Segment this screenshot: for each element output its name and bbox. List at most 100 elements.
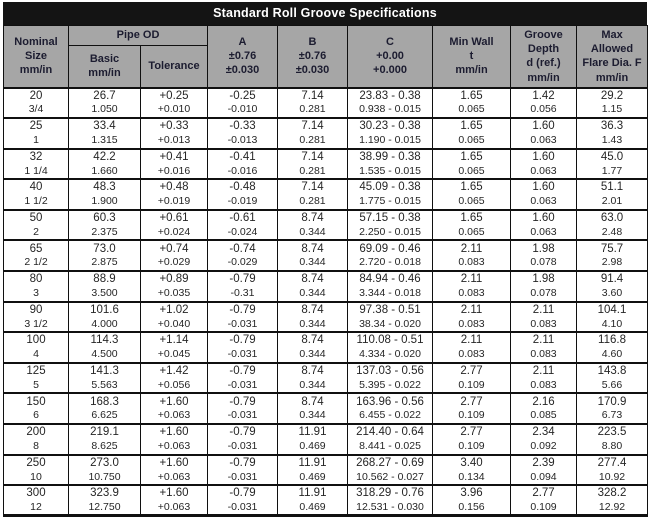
table-row: 1 1/2 1.900 +0.019 -0.019 0.281 1.775 - 0.015… bbox=[3, 194, 649, 210]
table-cell: 4.10 bbox=[576, 316, 649, 333]
table-cell: 0.281 bbox=[277, 194, 349, 210]
table-cell: -0.79 bbox=[207, 331, 279, 348]
table-cell: 2.16 bbox=[510, 392, 578, 409]
table-cell: 277.4 bbox=[576, 453, 649, 470]
table-cell: 1.42 bbox=[510, 86, 578, 103]
table-cell: +0.016 bbox=[139, 163, 209, 180]
table-cell: +0.019 bbox=[139, 194, 209, 210]
table-cell: 4.000 bbox=[68, 316, 141, 333]
table-cell: 125 bbox=[3, 361, 69, 379]
table-row: 80 88.9 +0.89 -0.79 8.74 84.94 - 0.46 2.11 1.98… bbox=[3, 270, 649, 287]
table-cell: 2.375 bbox=[68, 225, 141, 241]
table-cell: 0.063 bbox=[510, 133, 578, 149]
table-cell: 0.109 bbox=[432, 408, 512, 425]
table-row: 20 26.7 +0.25 -0.25 7.14 23.83 - 0.38 1.65 1.42… bbox=[3, 86, 649, 103]
table-cell: 42.2 bbox=[68, 147, 141, 164]
table-cell: 0.469 bbox=[277, 500, 349, 516]
table-cell: 11.91 bbox=[277, 484, 349, 501]
table-cell: 2.48 bbox=[576, 225, 649, 241]
table-cell: 2.875 bbox=[68, 255, 141, 272]
spec-table: Nominal Size mm/in Pipe OD A ±0.76 ±0.03… bbox=[3, 25, 649, 518]
table-cell: 2.77 bbox=[510, 484, 578, 501]
table-cell: 318.29 - 0.76 bbox=[347, 484, 434, 501]
table-cell: 8.74 bbox=[277, 208, 349, 226]
table-cell: 4.60 bbox=[576, 347, 649, 363]
table-cell: 8.74 bbox=[277, 392, 349, 409]
table-cell: 0.281 bbox=[277, 133, 349, 149]
table-cell: 1.60 bbox=[510, 117, 578, 134]
table-cell: -0.031 bbox=[207, 347, 279, 363]
table-cell: 2.11 bbox=[432, 270, 512, 287]
table-cell: 40 bbox=[3, 178, 69, 195]
table-cell: 2.39 bbox=[510, 453, 578, 470]
table-cell: 101.6 bbox=[68, 300, 141, 317]
table-cell: 65 bbox=[3, 239, 69, 256]
table-cell: 268.27 - 0.69 bbox=[347, 453, 434, 470]
table-cell: 1.900 bbox=[68, 194, 141, 210]
table-cell: 0.344 bbox=[277, 255, 349, 272]
table-cell: 0.083 bbox=[510, 347, 578, 363]
table-cell: 214.40 - 0.64 bbox=[347, 423, 434, 440]
table-row: 8 8.625 +0.063 -0.031 0.469 8.441 - 0.025 0.10… bbox=[3, 439, 649, 455]
table-cell: 1 1/4 bbox=[3, 163, 69, 180]
table-cell: 2.98 bbox=[576, 255, 649, 272]
table-cell: 1.660 bbox=[68, 163, 141, 180]
table-cell: 0.344 bbox=[277, 408, 349, 425]
table-cell: -0.79 bbox=[207, 392, 279, 409]
table-cell: -0.019 bbox=[207, 194, 279, 210]
table-cell: +0.056 bbox=[139, 378, 209, 394]
table-row: 12 12.750 +0.063 -0.031 0.469 12.531 - 0.030 0… bbox=[3, 500, 649, 516]
table-cell: -0.031 bbox=[207, 408, 279, 425]
table-cell: 60.3 bbox=[68, 208, 141, 226]
table-cell: 0.938 - 0.015 bbox=[347, 102, 434, 119]
table-cell: 51.1 bbox=[576, 178, 649, 195]
table-row: 2 1/2 2.875 +0.029 -0.029 0.344 2.720 - 0.018… bbox=[3, 255, 649, 272]
table-cell: 33.4 bbox=[68, 117, 141, 134]
table-cell: -0.031 bbox=[207, 500, 279, 516]
table-cell: 2.11 bbox=[432, 331, 512, 348]
table-cell: 0.469 bbox=[277, 469, 349, 486]
table-cell: 25 bbox=[3, 117, 69, 134]
table-cell: +1.60 bbox=[139, 392, 209, 409]
table-cell: 1.050 bbox=[68, 102, 141, 119]
table-cell: 1.43 bbox=[576, 133, 649, 149]
table-cell: +0.010 bbox=[139, 102, 209, 119]
table-cell: 12.531 - 0.030 bbox=[347, 500, 434, 516]
table-cell: 2.11 bbox=[432, 239, 512, 256]
table-cell: 141.3 bbox=[68, 361, 141, 379]
table-cell: 0.344 bbox=[277, 378, 349, 394]
table-cell: -0.79 bbox=[207, 270, 279, 287]
table-cell: +0.48 bbox=[139, 178, 209, 195]
table-cell: 168.3 bbox=[68, 392, 141, 409]
table-cell: 7.14 bbox=[277, 147, 349, 164]
table-cell: 0.156 bbox=[432, 500, 512, 516]
table-cell: 38.34 - 0.020 bbox=[347, 316, 434, 333]
table-cell: 57.15 - 0.38 bbox=[347, 208, 434, 226]
table-cell: 0.063 bbox=[510, 225, 578, 241]
table-cell: 8.74 bbox=[277, 239, 349, 256]
table-cell: +0.035 bbox=[139, 286, 209, 302]
table-cell: +0.063 bbox=[139, 439, 209, 455]
table-cell: 116.8 bbox=[576, 331, 649, 348]
table-row: 50 60.3 +0.61 -0.61 8.74 57.15 - 0.38 1.65 1.60… bbox=[3, 208, 649, 226]
table-cell: 1.190 - 0.015 bbox=[347, 133, 434, 149]
table-cell: 150 bbox=[3, 392, 69, 409]
table-cell: +0.013 bbox=[139, 133, 209, 149]
table-cell: 0.085 bbox=[510, 408, 578, 425]
table-cell: 0.083 bbox=[432, 255, 512, 272]
table-cell: +0.063 bbox=[139, 500, 209, 516]
table-row: 100 114.3 +1.14 -0.79 8.74 110.08 - 0.51 2.11 2… bbox=[3, 331, 649, 348]
table-cell: 1.60 bbox=[510, 208, 578, 226]
table-cell: 36.3 bbox=[576, 117, 649, 134]
table-cell: 8.74 bbox=[277, 361, 349, 379]
table-cell: 2 1/2 bbox=[3, 255, 69, 272]
table-cell: 2.720 - 0.018 bbox=[347, 255, 434, 272]
table-row: 40 48.3 +0.48 -0.48 7.14 45.09 - 0.38 1.65 1.60… bbox=[3, 178, 649, 195]
table-cell: 273.0 bbox=[68, 453, 141, 470]
table-cell: 3.40 bbox=[432, 453, 512, 470]
table-cell: 2.11 bbox=[432, 300, 512, 317]
table-cell: 110.08 - 0.51 bbox=[347, 331, 434, 348]
table-cell: 12.92 bbox=[576, 500, 649, 516]
table-cell: -0.33 bbox=[207, 117, 279, 134]
